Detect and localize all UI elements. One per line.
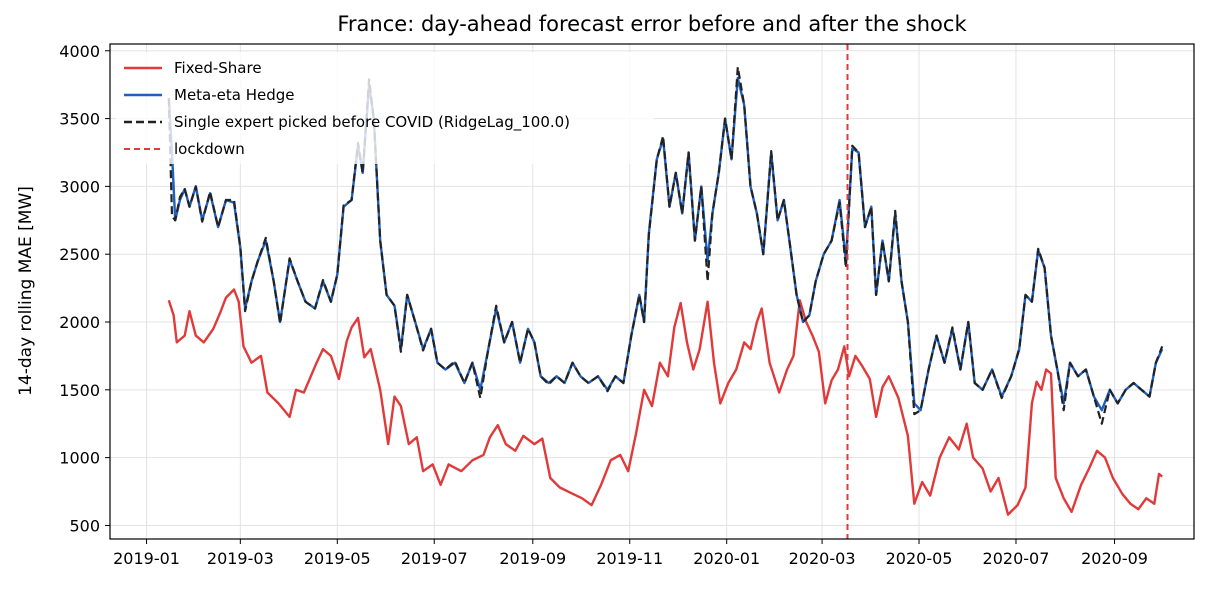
series-line-0	[167, 288, 1163, 516]
series-lines	[167, 66, 1164, 516]
x-tick-label: 2019-09	[499, 549, 566, 568]
x-tick-label: 2019-11	[596, 549, 663, 568]
legend-label-single-expert: Single expert picked before COVID (Ridge…	[174, 113, 570, 132]
legend-label-meta-eta-hedge: Meta-eta Hedge	[174, 86, 295, 104]
y-tick-label: 4000	[59, 42, 100, 61]
series-line-2	[167, 66, 1164, 425]
y-axis-label: 14-day rolling MAE [MW]	[16, 186, 36, 396]
y-tick-label: 500	[69, 516, 100, 535]
x-tick-label: 2019-05	[304, 549, 371, 568]
plot-frame	[109, 43, 1195, 540]
y-tick-label: 1500	[59, 381, 100, 400]
legend-label-fixed-share: Fixed-Share	[174, 59, 262, 77]
axis-ticks: 2019-01 2019-03 2019-05 2019-07 2019-09 2019-…	[59, 42, 1148, 568]
y-tick-label: 3500	[59, 110, 100, 129]
x-tick-label: 2019-01	[113, 549, 180, 568]
x-tick-label: 2019-07	[401, 549, 468, 568]
y-tick-label: 1000	[59, 449, 100, 468]
x-tick-label: 2019-03	[207, 549, 274, 568]
x-tick-label: 2020-09	[1081, 549, 1148, 568]
legend-label-lockdown: lockdown	[174, 140, 245, 158]
y-tick-label: 2000	[59, 313, 100, 332]
chart-title: France: day-ahead forecast error before …	[337, 12, 967, 36]
legend-box	[116, 52, 654, 164]
x-tick-label: 2020-03	[789, 549, 856, 568]
y-tick-label: 3000	[59, 177, 100, 196]
x-tick-label: 2020-07	[983, 549, 1050, 568]
x-tick-label: 2020-05	[886, 549, 953, 568]
x-tick-label: 2020-01	[693, 549, 760, 568]
y-tick-label: 2500	[59, 245, 100, 264]
legend: Fixed-Share Meta-eta Hedge Single expert…	[116, 52, 654, 164]
